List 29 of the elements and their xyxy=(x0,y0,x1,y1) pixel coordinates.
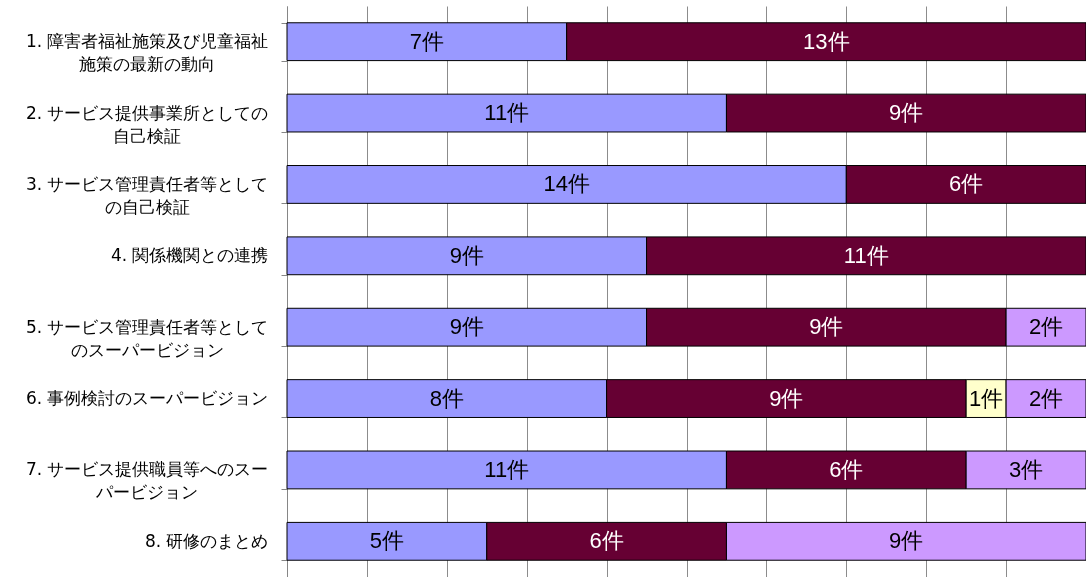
data-label: 14件 xyxy=(543,171,590,197)
y-tick-label: 5. サービス管理責任者等としてのスーパービジョン xyxy=(25,316,269,360)
data-label: 9件 xyxy=(769,385,804,411)
y-tick-label: 7. サービス提供職員等へのスーパービジョン xyxy=(25,459,269,503)
data-label: 9件 xyxy=(809,314,844,340)
data-label: 9件 xyxy=(889,528,924,554)
data-label: 11件 xyxy=(843,242,889,268)
y-tick-label: 1. 障害者福祉施策及び児童福祉施策の最新の動向 xyxy=(25,31,269,75)
data-label: 6件 xyxy=(589,528,624,554)
data-label: 1件 xyxy=(969,385,1004,411)
y-tick-label: 2. サービス提供事業所としての自己検証 xyxy=(25,102,269,146)
data-label: 6件 xyxy=(949,171,984,197)
y-tick-label: 3. サービス管理責任者等としての自己検証 xyxy=(25,173,269,217)
data-label: 11件 xyxy=(484,456,530,482)
data-label: 13件 xyxy=(803,28,850,54)
y-tick-label: 6. 事例検討のスーパービジョン xyxy=(25,388,269,409)
y-tick-label: 8. 研修のまとめ xyxy=(144,530,269,551)
data-label: 9件 xyxy=(889,100,924,126)
data-label: 5件 xyxy=(369,528,404,554)
data-label: 8件 xyxy=(429,385,464,411)
data-label: 2件 xyxy=(1028,314,1064,340)
data-label: 11件 xyxy=(484,100,530,126)
data-label: 3件 xyxy=(1008,456,1044,482)
data-label: 7件 xyxy=(409,28,444,54)
data-label: 9件 xyxy=(449,314,484,340)
data-label: 9件 xyxy=(449,242,484,268)
y-tick-label: 4. 関係機関との連携 xyxy=(110,245,269,266)
data-label: 6件 xyxy=(829,456,864,482)
data-label: 2件 xyxy=(1028,385,1064,411)
